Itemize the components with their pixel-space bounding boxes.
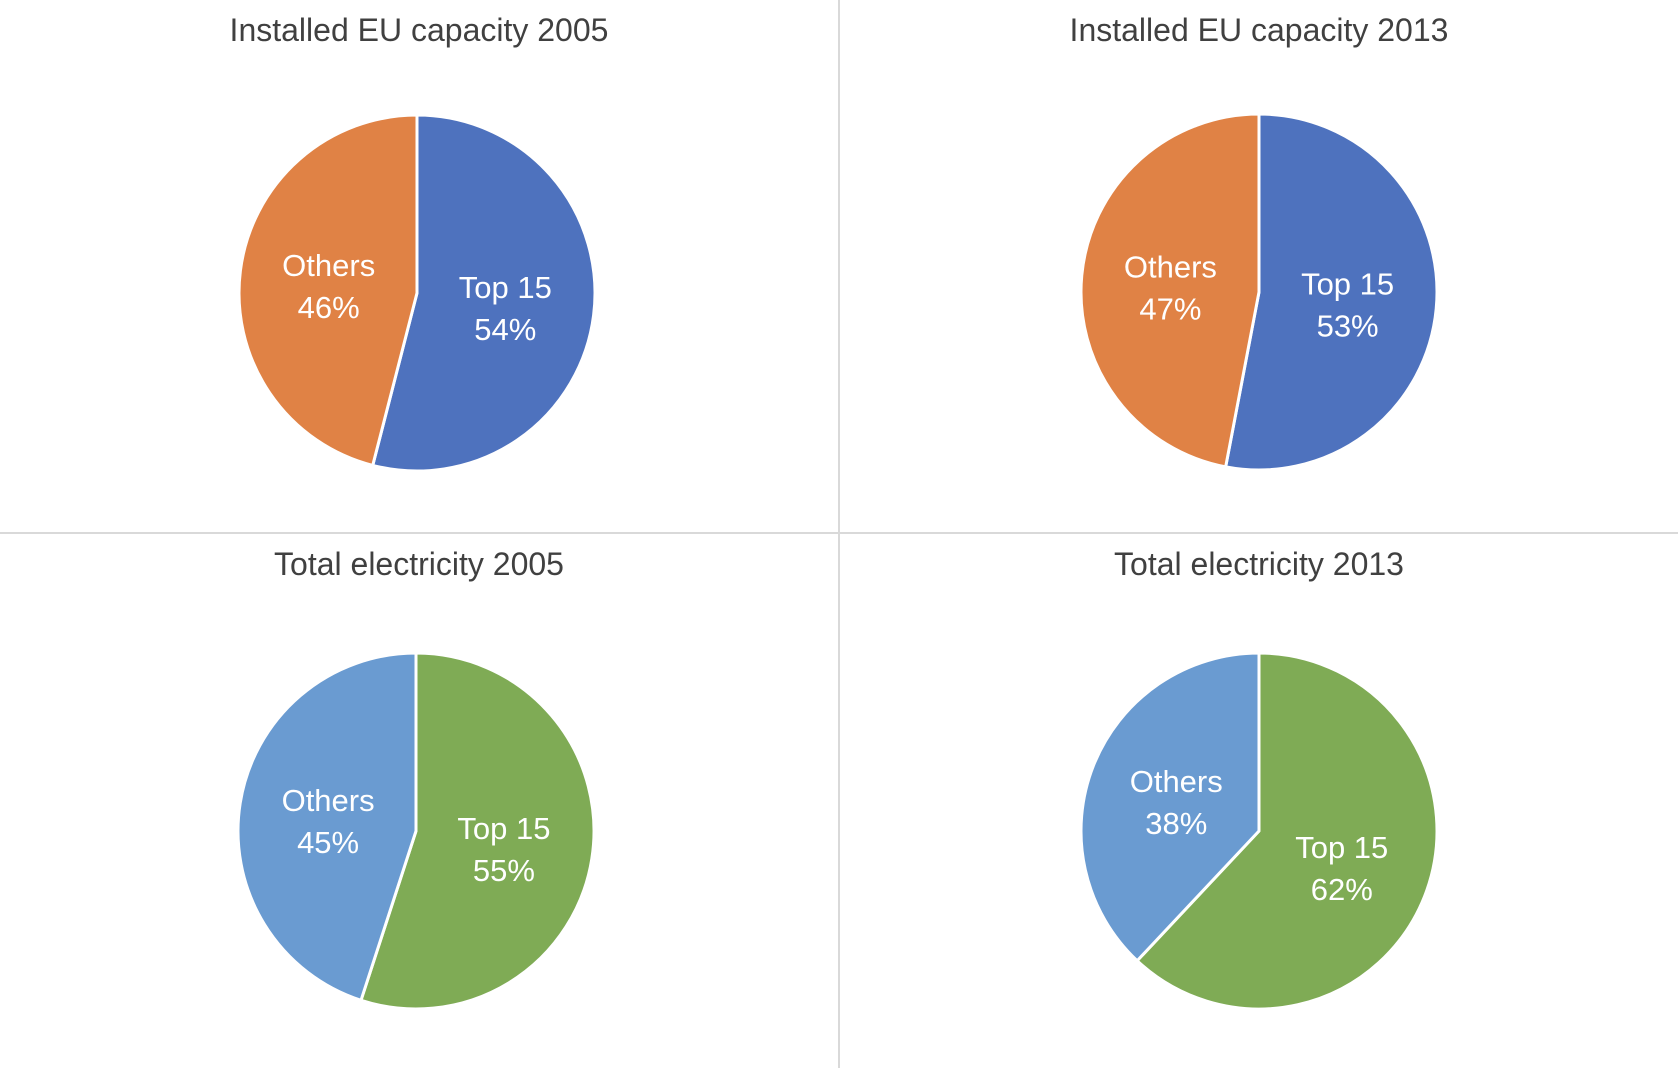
slice-value-label: 62% — [1311, 872, 1373, 907]
pie-panel-capacity-2005: Installed EU capacity 2005 Top 15 54% Othe… — [0, 0, 838, 532]
slice-value-label: 55% — [473, 853, 535, 888]
pie-panel-capacity-2013: Installed EU capacity 2013 Top 15 53% Othe… — [840, 0, 1678, 532]
pie-slice-label: Others 47% — [1124, 250, 1217, 327]
slice-category-label: Top 15 — [457, 811, 550, 846]
pie-panel-electricity-2013: Total electricity 2013 Top 15 62% Others 38… — [840, 534, 1678, 1066]
pie-slice-label: Others 46% — [282, 248, 375, 325]
pie-chart-svg: Top 15 54% Others 46% — [237, 113, 597, 473]
pie-slice-top-15 — [1224, 112, 1439, 472]
pie-slice-label: Top 15 62% — [1295, 830, 1388, 907]
chart-title: Installed EU capacity 2013 — [1069, 12, 1449, 48]
slice-category-label: Others — [1130, 764, 1223, 799]
pie-slice-label: Top 15 55% — [457, 811, 550, 888]
slice-category-label: Others — [282, 248, 375, 283]
pie-slice-label: Others 45% — [282, 783, 375, 860]
pie-slice-others — [1079, 112, 1261, 469]
slice-category-label: Top 15 — [1301, 266, 1394, 301]
pie-slice-top-15 — [359, 651, 596, 1011]
pie-panel-electricity-2005: Total electricity 2005 Top 15 55% Others 45… — [0, 534, 838, 1066]
slice-value-label: 38% — [1145, 806, 1207, 841]
pie-slice-top-15 — [371, 113, 597, 473]
pie-slice-top-15 — [1135, 651, 1439, 1011]
slice-value-label: 54% — [474, 312, 536, 347]
pie-chart-svg: Top 15 53% Others 47% — [1079, 112, 1439, 472]
slice-category-label: Top 15 — [459, 270, 552, 305]
chart-title: Installed EU capacity 2005 — [229, 12, 609, 48]
pie-slice-label: Top 15 53% — [1301, 266, 1394, 343]
pie-slice-label: Others 38% — [1130, 764, 1223, 841]
slice-category-label: Top 15 — [1295, 830, 1388, 865]
pie-slice-label: Top 15 54% — [459, 270, 552, 347]
slice-value-label: 45% — [297, 825, 359, 860]
slice-value-label: 47% — [1139, 292, 1201, 327]
pie-chart-svg: Top 15 55% Others 45% — [236, 651, 596, 1011]
chart-title: Total electricity 2013 — [1114, 546, 1404, 582]
vertical-divider — [838, 0, 840, 1068]
slice-category-label: Others — [282, 783, 375, 818]
slice-value-label: 46% — [298, 290, 360, 325]
horizontal-divider — [0, 532, 1678, 534]
pie-slice-others — [1079, 651, 1261, 963]
pie-slice-others — [237, 113, 419, 467]
slice-category-label: Others — [1124, 250, 1217, 285]
slice-value-label: 53% — [1317, 308, 1379, 343]
pie-chart-svg: Top 15 62% Others 38% — [1079, 651, 1439, 1011]
chart-title: Total electricity 2005 — [274, 546, 564, 582]
pie-slice-others — [236, 651, 418, 1002]
